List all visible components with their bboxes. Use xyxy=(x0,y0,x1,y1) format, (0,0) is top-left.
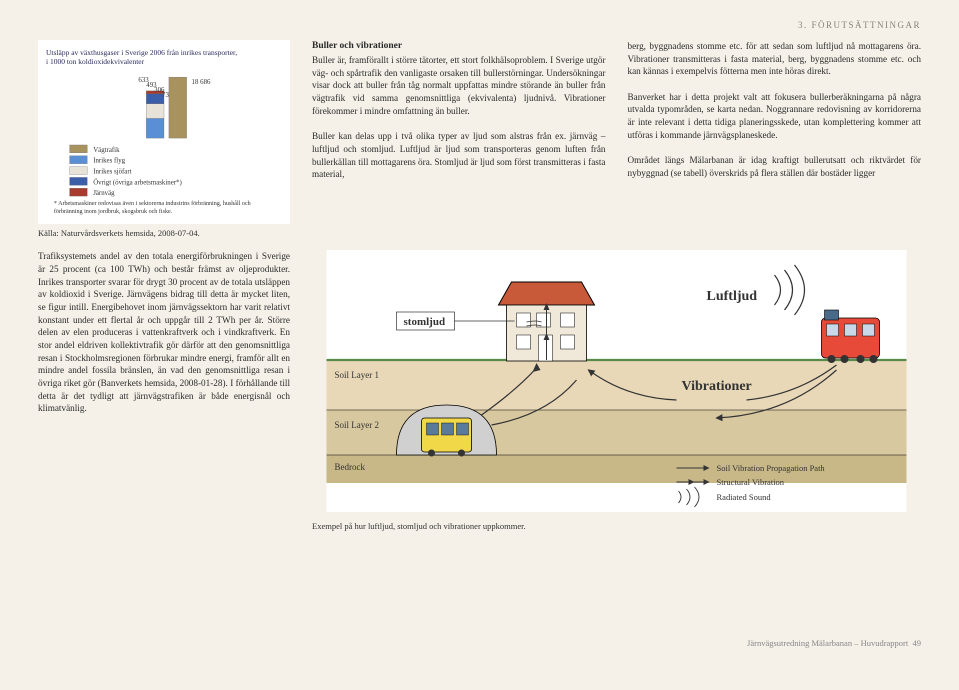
svg-text:Vägtrafik: Vägtrafik xyxy=(93,147,120,154)
chart-title: Utsläpp av växthusgaser i Sverige 2006 f… xyxy=(46,48,282,67)
svg-text:Övrigt (övriga arbetsmaskiner*: Övrigt (övriga arbetsmaskiner*) xyxy=(93,179,182,186)
svg-text:stomljud: stomljud xyxy=(404,316,446,328)
chart-column: Utsläpp av växthusgaser i Sverige 2006 f… xyxy=(38,40,290,238)
svg-text:Soil Vibration Propagation Pat: Soil Vibration Propagation Path xyxy=(717,463,826,473)
svg-text:Vibrationer: Vibrationer xyxy=(682,379,752,394)
svg-text:Järnväg: Järnväg xyxy=(93,190,115,197)
chart-caption: Källa: Naturvårdsverkets hemsida, 2008-0… xyxy=(38,228,290,238)
svg-text:18 686: 18 686 xyxy=(192,79,211,86)
svg-text:Soil Layer 1: Soil Layer 1 xyxy=(335,370,380,380)
svg-text:Luftljud: Luftljud xyxy=(707,289,758,304)
bottom-text-column: Trafiksystemets andel av den totala ener… xyxy=(38,250,290,531)
page-footer: Järnvägsutredning Mälarbanan – Huvudrapp… xyxy=(747,638,921,648)
column-2: berg, byggnadens stomme etc. för att sed… xyxy=(628,40,922,238)
section-header: 3. FÖRUTSÄTTNINGAR xyxy=(38,20,921,30)
svg-text:Inrikes flyg: Inrikes flyg xyxy=(93,157,125,164)
column-1: Buller och vibrationer Buller är, framfö… xyxy=(312,40,606,238)
top-row: Utsläpp av växthusgaser i Sverige 2006 f… xyxy=(38,40,921,238)
paragraph: Buller är, framförallt i större tätorter… xyxy=(312,55,606,116)
svg-text:Inrikes sjöfart: Inrikes sjöfart xyxy=(93,168,131,175)
surface-train-icon xyxy=(822,310,880,363)
diagram-caption: Exempel på hur luftljud, stomljud och vi… xyxy=(312,521,921,531)
chart-svg: 63349330673 18 686 VägtrafikInrikes flyg… xyxy=(46,71,282,216)
vibration-diagram: Soil Layer 1 Soil Layer 2 Bedrock xyxy=(312,250,921,512)
diagram-column: Soil Layer 1 Soil Layer 2 Bedrock xyxy=(312,250,921,531)
svg-text:förbränning inom jordbruk, sko: förbränning inom jordbruk, skogsbruk och… xyxy=(54,208,173,215)
svg-text:* Arbetsmaskiner redovisas äve: * Arbetsmaskiner redovisas även i sektor… xyxy=(54,200,251,207)
paragraph: Buller kan delas upp i två olika typer a… xyxy=(312,131,606,179)
svg-text:73: 73 xyxy=(162,92,169,99)
paragraph: Området längs Mälarbanan är idag kraftig… xyxy=(628,155,922,178)
paragraph: Banverket har i detta projekt valt att f… xyxy=(628,92,922,140)
svg-text:Soil Layer 2: Soil Layer 2 xyxy=(335,420,380,430)
page: 3. FÖRUTSÄTTNINGAR Utsläpp av växthusgas… xyxy=(0,0,959,658)
svg-text:Radiated Sound: Radiated Sound xyxy=(717,492,772,502)
emissions-chart: Utsläpp av växthusgaser i Sverige 2006 f… xyxy=(38,40,290,224)
bottom-row: Trafiksystemets andel av den totala ener… xyxy=(38,250,921,531)
text-columns: Buller och vibrationer Buller är, framfö… xyxy=(312,40,921,238)
svg-text:Structural Vibration: Structural Vibration xyxy=(717,477,785,487)
section-heading: Buller och vibrationer xyxy=(312,40,606,53)
paragraph: Trafiksystemets andel av den totala ener… xyxy=(38,251,290,413)
svg-text:Bedrock: Bedrock xyxy=(335,462,366,472)
paragraph: berg, byggnadens stomme etc. för att sed… xyxy=(628,41,922,76)
